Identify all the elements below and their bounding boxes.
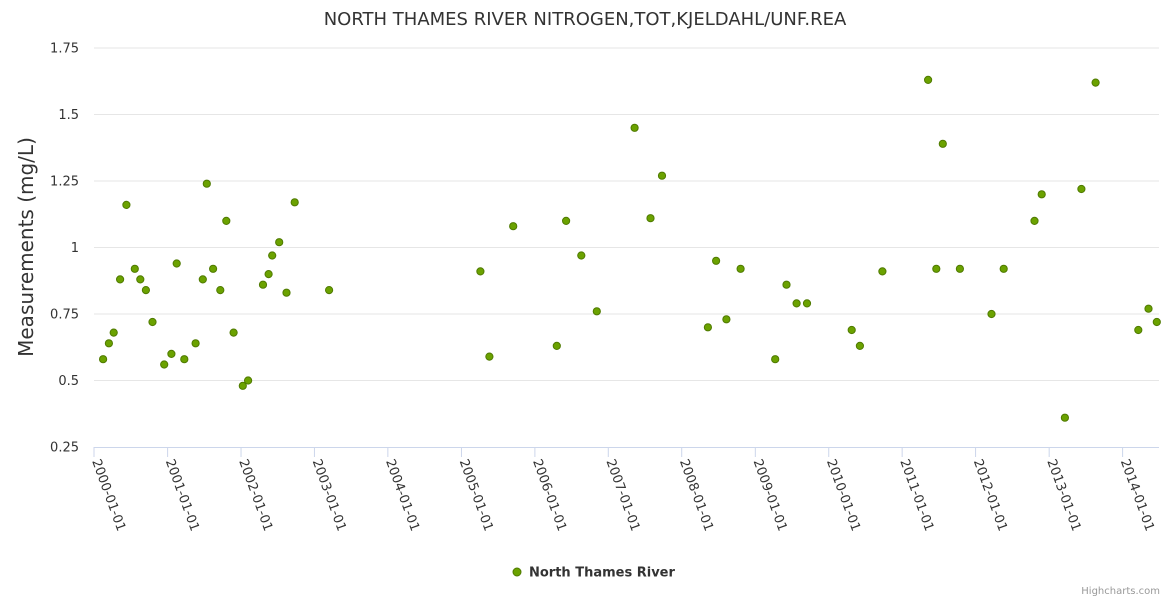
x-tick-label: 2009-01-01 (750, 457, 790, 533)
data-point[interactable] (109, 328, 118, 337)
legend-marker (512, 567, 522, 577)
data-point[interactable] (229, 328, 238, 337)
x-tick-label: 2001-01-01 (162, 457, 202, 533)
y-tick-label: 0.25 (50, 441, 79, 456)
data-point[interactable] (1037, 190, 1046, 199)
data-point[interactable] (476, 267, 485, 276)
y-tick-label: 1.25 (50, 175, 79, 190)
data-point[interactable] (712, 256, 721, 265)
data-point[interactable] (258, 280, 268, 289)
data-point[interactable] (999, 264, 1008, 273)
y-tick-label: 1 (71, 241, 79, 256)
data-point[interactable] (264, 270, 273, 279)
x-tick-label: 2013-01-01 (1043, 457, 1083, 533)
data-point[interactable] (1144, 304, 1153, 313)
data-point[interactable] (198, 275, 207, 284)
data-point[interactable] (216, 286, 225, 295)
data-point[interactable] (938, 139, 947, 148)
data-point[interactable] (1152, 317, 1161, 327)
x-tick-label: 2007-01-01 (603, 457, 643, 533)
x-tick-label: 2008-01-01 (676, 457, 716, 533)
x-tick-label: 2003-01-01 (309, 457, 349, 533)
data-point[interactable] (703, 323, 713, 332)
data-point[interactable] (130, 264, 139, 273)
data-point[interactable] (646, 214, 655, 223)
data-point[interactable] (987, 309, 996, 319)
grid-lines (94, 47, 1159, 381)
x-axis: 2000-01-01 2001-01-01 2002-01-01 2003-01-01… (88, 447, 1157, 533)
data-point[interactable] (275, 238, 284, 247)
data-point[interactable] (202, 179, 211, 188)
data-point[interactable] (657, 171, 667, 180)
data-point[interactable] (1030, 216, 1039, 225)
x-tick-label: 2000-01-01 (88, 457, 128, 533)
data-point[interactable] (238, 381, 247, 390)
y-tick-label: 1.5 (58, 108, 79, 123)
data-point[interactable] (99, 355, 108, 364)
data-point[interactable] (122, 200, 131, 209)
data-point[interactable] (802, 299, 812, 308)
data-point[interactable] (116, 275, 125, 284)
data-point[interactable] (325, 286, 334, 295)
data-point[interactable] (847, 325, 856, 335)
data-point[interactable] (792, 299, 801, 308)
x-tick-label: 2014-01-01 (1117, 457, 1157, 533)
legend-item-north-thames-river[interactable]: North Thames River (512, 566, 675, 581)
data-point[interactable] (141, 286, 150, 295)
data-point[interactable] (552, 341, 561, 350)
x-tick-label: 2006-01-01 (529, 457, 569, 533)
y-tick-label: 0.75 (50, 308, 79, 323)
data-point[interactable] (1091, 78, 1100, 87)
x-tick-label: 2005-01-01 (456, 457, 496, 533)
y-tick-label: 1.75 (50, 42, 79, 57)
data-point[interactable] (932, 264, 941, 273)
data-point[interactable] (771, 355, 780, 364)
x-tick-label: 2004-01-01 (382, 457, 422, 533)
data-point[interactable] (509, 222, 518, 231)
data-point[interactable] (160, 360, 169, 369)
x-tick-label: 2012-01-01 (970, 457, 1010, 533)
data-point[interactable] (148, 317, 157, 327)
y-axis-label: Measurements (mg/L) (14, 137, 38, 357)
data-point[interactable] (722, 315, 731, 324)
y-tick-label: 0.5 (58, 374, 79, 389)
x-tick-label: 2010-01-01 (823, 457, 863, 533)
data-point[interactable] (180, 355, 189, 364)
data-point[interactable] (1134, 325, 1143, 335)
data-point[interactable] (924, 75, 933, 85)
data-point[interactable] (191, 339, 200, 348)
data-point[interactable] (878, 267, 887, 276)
data-point[interactable] (222, 216, 231, 225)
data-point[interactable] (1077, 184, 1086, 194)
data-point[interactable] (172, 259, 181, 268)
data-point[interactable] (282, 288, 291, 297)
data-point[interactable] (782, 280, 791, 289)
y-axis: 0.25 0.5 0.75 1 1.25 1.5 1.75 (50, 42, 79, 456)
data-point[interactable] (209, 264, 218, 273)
credits-link[interactable]: Highcharts.com (1081, 586, 1160, 597)
legend-label: North Thames River (529, 566, 675, 581)
data-point[interactable] (268, 251, 277, 260)
data-point[interactable] (736, 264, 745, 273)
data-points (99, 75, 1161, 422)
data-point[interactable] (1060, 413, 1070, 422)
data-point[interactable] (955, 264, 965, 273)
chart-title: NORTH THAMES RIVER NITROGEN,TOT,KJELDAHL… (324, 9, 847, 30)
data-point[interactable] (485, 352, 494, 361)
data-point[interactable] (244, 376, 253, 385)
data-point[interactable] (630, 123, 639, 132)
x-tick-label: 2011-01-01 (896, 457, 936, 533)
data-point[interactable] (577, 251, 586, 260)
data-point[interactable] (855, 341, 865, 350)
data-point[interactable] (136, 275, 145, 284)
data-point[interactable] (562, 216, 571, 225)
data-point[interactable] (290, 198, 299, 207)
data-point[interactable] (592, 307, 601, 316)
x-tick-label: 2002-01-01 (235, 457, 275, 533)
data-point[interactable] (167, 349, 176, 358)
data-point[interactable] (104, 339, 114, 348)
